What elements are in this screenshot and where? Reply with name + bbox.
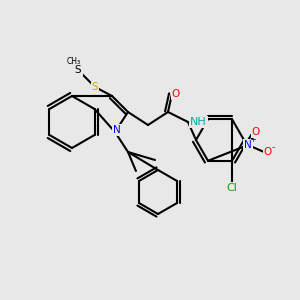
Text: O: O	[264, 147, 272, 157]
Text: N: N	[244, 140, 252, 150]
Text: -: -	[271, 142, 275, 152]
Text: CH₃: CH₃	[67, 57, 81, 66]
Text: N: N	[113, 125, 121, 135]
Text: S: S	[92, 82, 98, 92]
Text: Cl: Cl	[226, 183, 237, 193]
Text: O: O	[172, 89, 180, 99]
Text: NH: NH	[190, 117, 207, 127]
Text: O: O	[252, 127, 260, 137]
Text: +: +	[250, 136, 256, 145]
Text: S: S	[75, 65, 81, 75]
